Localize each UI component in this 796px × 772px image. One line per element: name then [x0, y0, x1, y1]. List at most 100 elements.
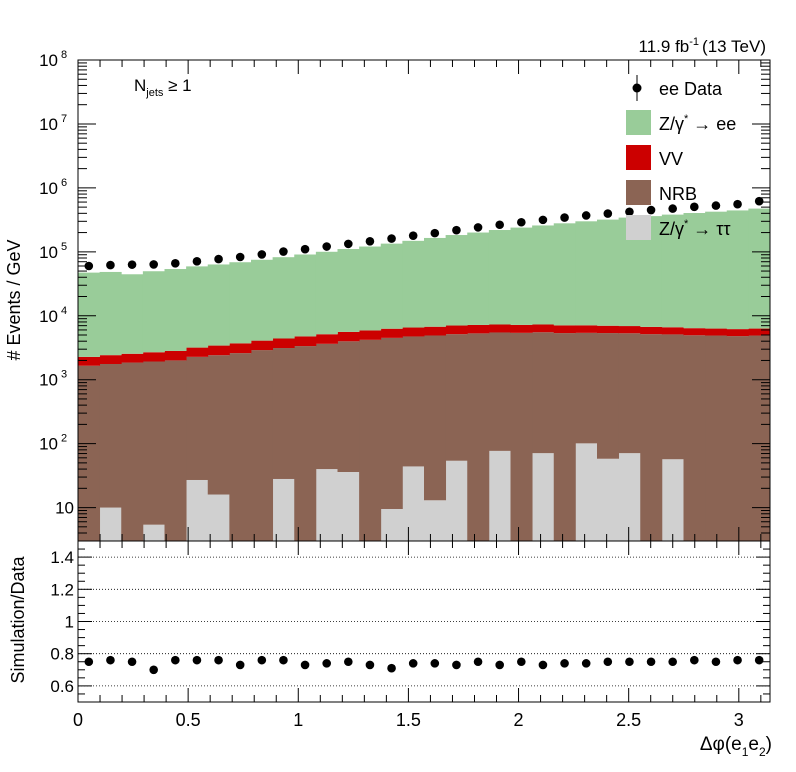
x-tick-label: 0.5 — [176, 710, 201, 730]
bar-nrb — [597, 333, 620, 459]
legend-swatch — [626, 145, 651, 170]
bar-vv — [726, 329, 749, 337]
ratio-point — [581, 659, 591, 668]
y-tick-exponent: 5 — [61, 241, 67, 253]
bar-zee — [467, 232, 490, 325]
bar-zee — [251, 259, 274, 341]
legend-label: VV — [659, 149, 683, 169]
y-tick-exponent: 8 — [61, 49, 67, 61]
ratio-point — [235, 660, 245, 670]
bar-nrb — [99, 363, 122, 508]
bar-zee — [488, 230, 511, 325]
bar-zee — [640, 216, 663, 327]
bar-vv — [532, 324, 555, 333]
top-x-ticks — [77, 60, 762, 541]
ratio-point — [646, 657, 656, 667]
bar-zee — [510, 227, 533, 325]
bar-zee — [186, 266, 209, 348]
ratio-point — [300, 660, 310, 670]
data-point — [344, 239, 353, 249]
bar-zee — [315, 251, 338, 335]
stacked-histograms — [78, 208, 771, 541]
y-tick-label: 10 — [39, 371, 58, 390]
bar-ztautau — [618, 453, 641, 541]
ratio-point — [127, 657, 137, 667]
ratio-points — [84, 655, 764, 675]
x-tick-label: 1.5 — [396, 710, 421, 730]
bar-zee — [99, 271, 122, 356]
bar-zee — [597, 219, 620, 326]
bar-nrb — [467, 333, 490, 541]
data-point — [733, 199, 742, 209]
bar-nrb — [445, 334, 468, 461]
x-tick-label: 0 — [73, 710, 83, 730]
bar-nrb — [315, 343, 338, 470]
bar-vv — [337, 331, 360, 342]
bar-zee — [121, 274, 144, 354]
bar-vv — [467, 324, 490, 334]
bar-ztautau — [272, 478, 295, 541]
legend-marker — [632, 83, 642, 93]
bar-zee — [575, 221, 598, 326]
y-tick-label: 10 — [39, 115, 58, 134]
data-point — [408, 231, 418, 240]
bar-ztautau — [315, 469, 338, 541]
bar-nrb — [402, 336, 425, 467]
bar-vv — [510, 324, 533, 333]
bar-vv — [142, 352, 165, 362]
ratio-tick-label: 1 — [65, 613, 74, 632]
data-point — [257, 250, 267, 259]
ratio-panel: 0.6 0.8 1 1.2 1.4 0 0.5 1 1.5 2 2.5 3 Simulation/D… — [8, 540, 772, 759]
bar-zee — [294, 254, 317, 337]
ratio-tick-label: 1.4 — [50, 548, 74, 567]
bar-nrb — [121, 362, 144, 541]
bar-zee — [532, 225, 555, 325]
ratio-point — [106, 655, 115, 665]
bar-vv — [380, 328, 403, 338]
y-tick-exponent: 6 — [61, 177, 67, 189]
bar-zee — [705, 211, 728, 329]
y-tick-label: 10 — [39, 179, 58, 198]
bar-nrb — [251, 350, 274, 541]
data-point — [214, 254, 223, 264]
bar-vv — [748, 328, 771, 336]
ratio-point — [279, 655, 288, 665]
bar-nrb — [337, 341, 360, 472]
bar-ztautau — [207, 494, 230, 541]
y-tick-exponent: 3 — [61, 369, 67, 381]
lumi-label: 11.9 fb-1 (13 TeV) — [639, 36, 766, 56]
data-point — [690, 202, 699, 212]
bar-nrb — [380, 337, 403, 509]
ratio-point — [473, 657, 483, 667]
ratio-point — [171, 655, 180, 665]
legend-swatch — [626, 180, 651, 205]
y-tick-label: 10 — [39, 307, 58, 326]
ratio-point — [538, 660, 548, 670]
data-point — [149, 260, 158, 269]
bar-zee — [618, 217, 641, 327]
ratio-point — [733, 655, 742, 665]
data-point — [300, 244, 310, 254]
bar-ztautau — [532, 453, 555, 541]
bar-ztautau — [380, 508, 403, 541]
legend-swatch — [626, 215, 651, 240]
legend-swatch — [626, 110, 651, 135]
legend-label: ee Data — [659, 79, 723, 99]
bar-ztautau — [142, 524, 165, 541]
ratio-point — [603, 657, 613, 667]
data-point — [171, 259, 180, 268]
bar-vv — [359, 330, 382, 340]
bar-ztautau — [424, 500, 447, 541]
x-tick-label: 2 — [514, 710, 524, 730]
bar-ztautau — [445, 460, 468, 541]
data-point — [387, 234, 396, 243]
ratio-point — [668, 657, 677, 667]
njets-annotation: Njets ≥ 1 — [134, 76, 192, 99]
bar-vv — [229, 343, 252, 354]
data-point — [603, 209, 613, 218]
bar-nrb — [186, 356, 209, 480]
y-tick-exponent: 4 — [61, 305, 67, 317]
